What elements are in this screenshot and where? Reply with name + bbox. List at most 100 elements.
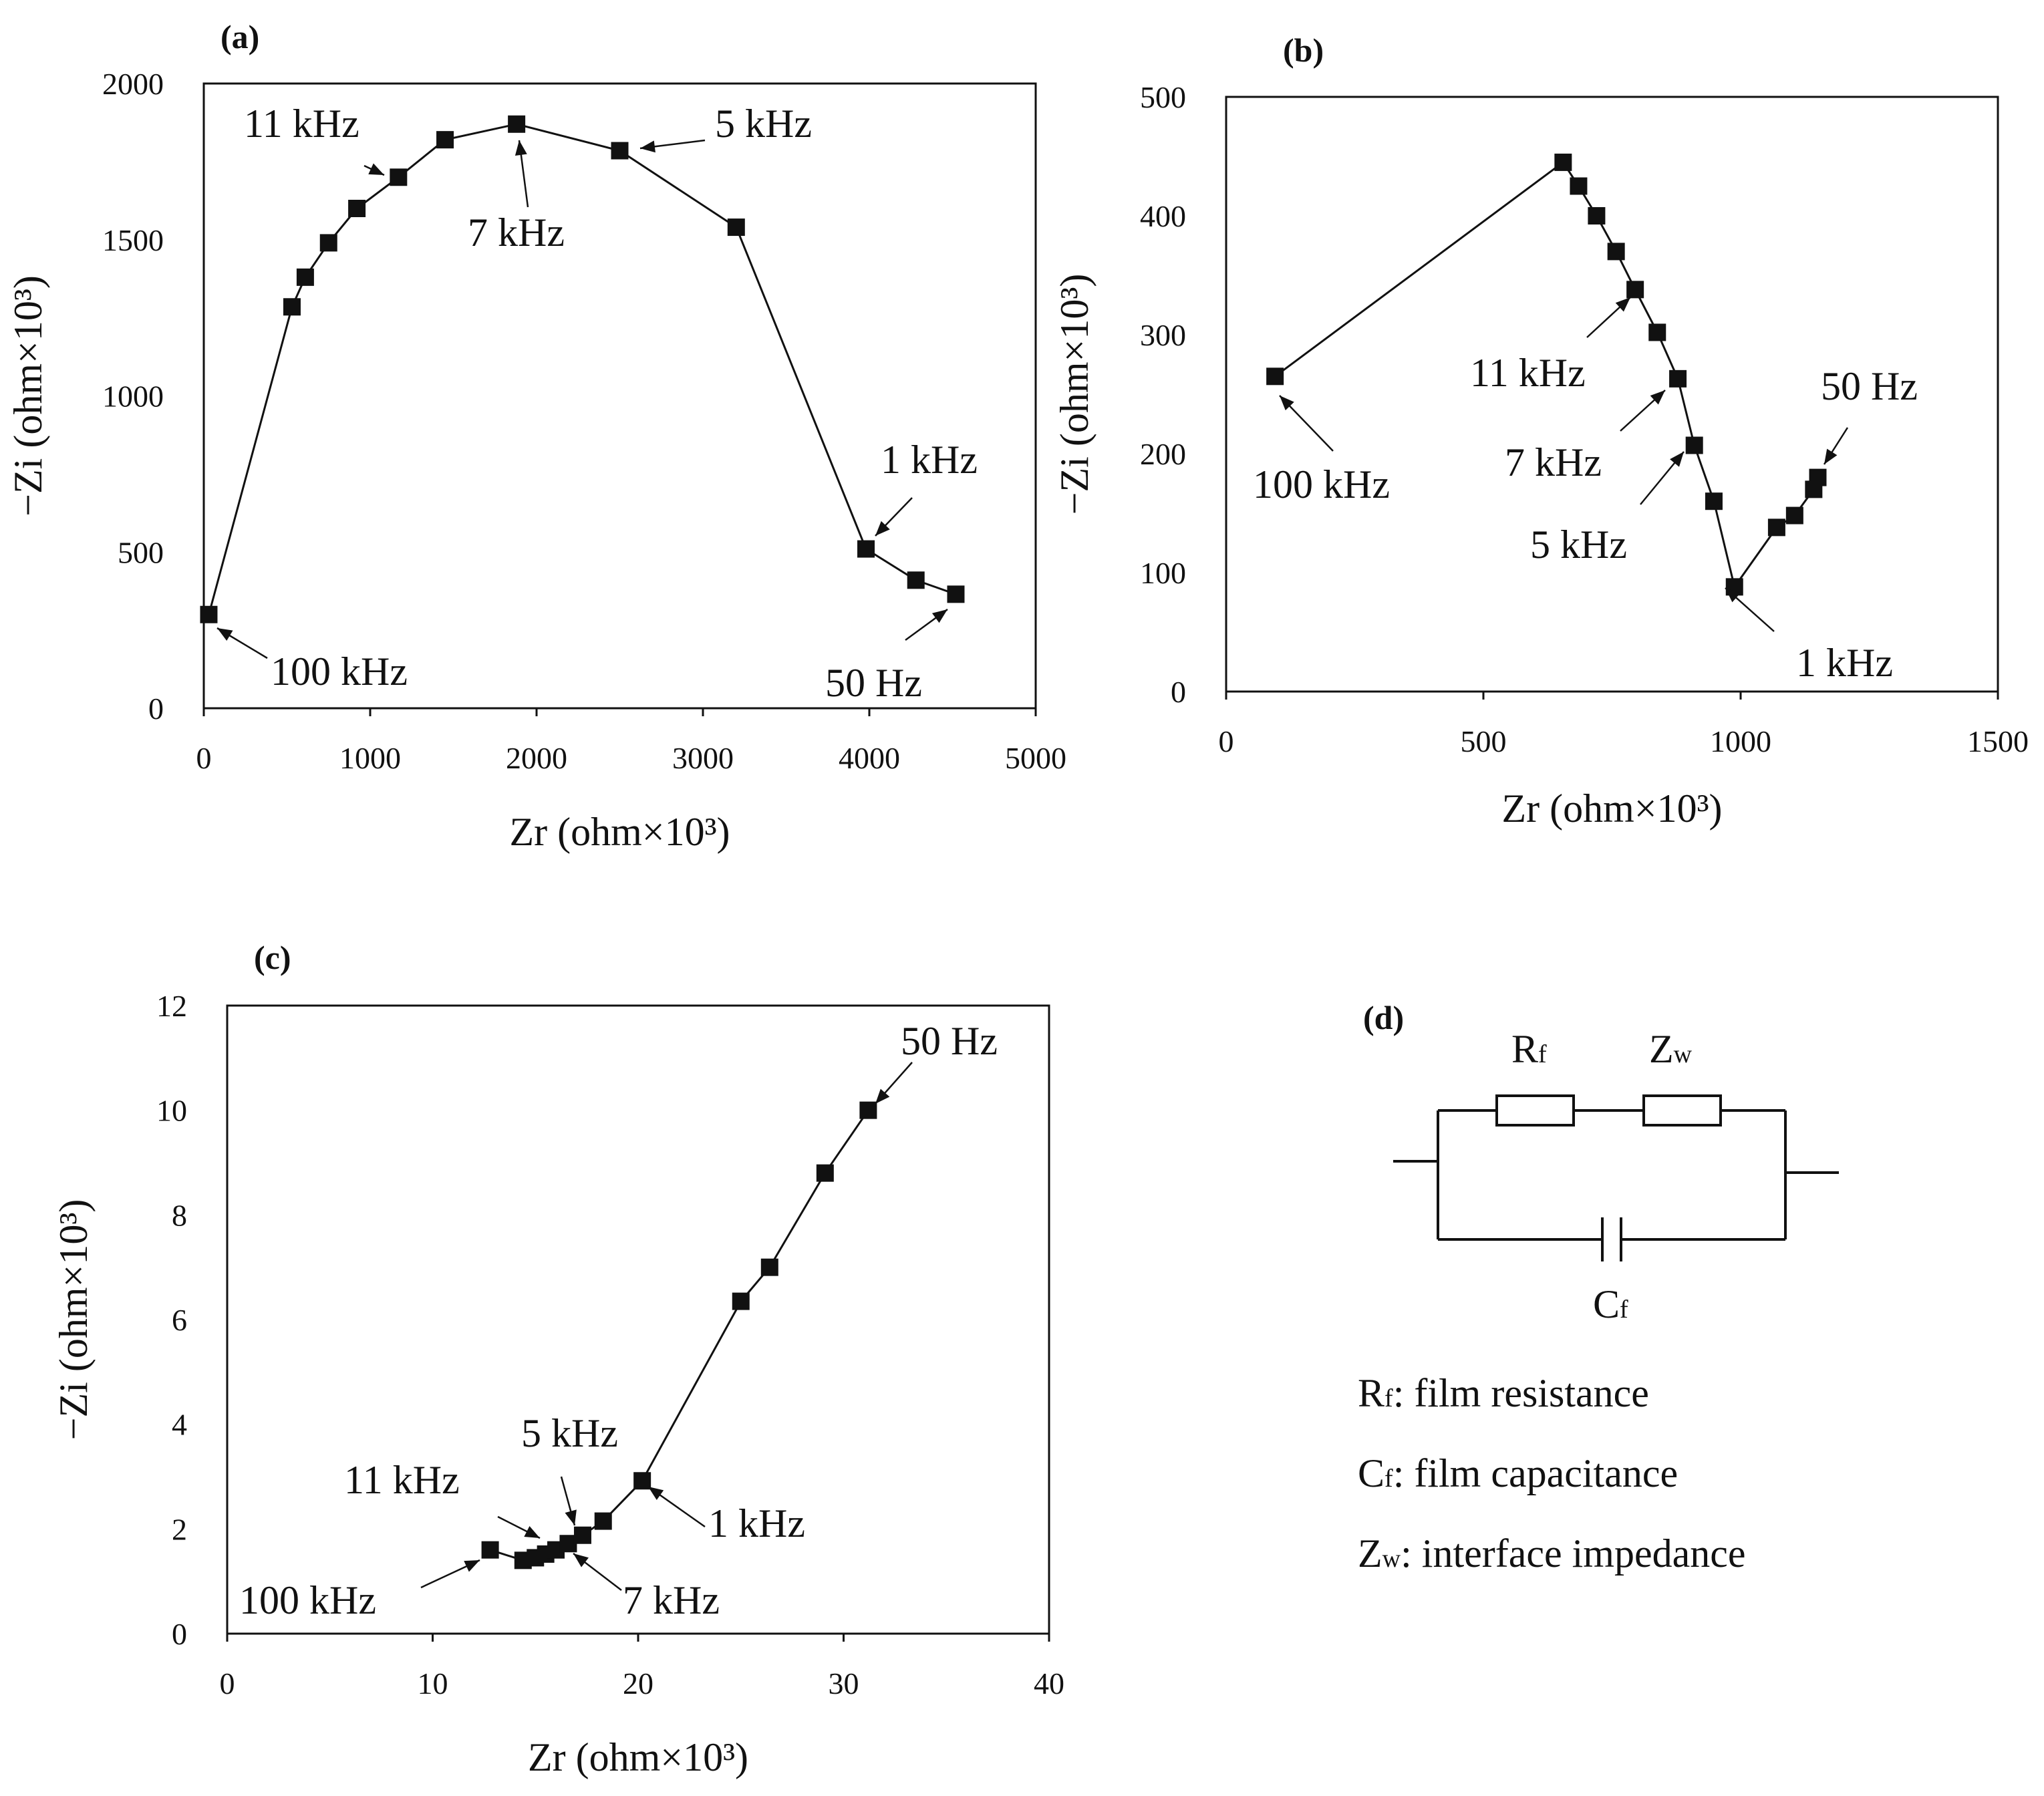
data-point <box>348 200 366 217</box>
data-point <box>1588 207 1606 224</box>
frequency-annotation: 5 kHz <box>715 102 812 146</box>
data-point <box>1705 492 1723 510</box>
data-point <box>732 1292 750 1310</box>
data-point <box>1648 323 1666 341</box>
frequency-annotation-arrowhead <box>573 1553 589 1567</box>
panel-label-a: (a) <box>221 18 259 55</box>
x-tick-label: 40 <box>1034 1666 1064 1700</box>
y-tick-label: 4 <box>172 1408 187 1442</box>
data-point <box>508 115 526 133</box>
panel-label-b: (b) <box>1283 31 1324 69</box>
y-tick-label: 10 <box>156 1094 187 1128</box>
data-point <box>1785 506 1803 525</box>
frequency-annotation: 11 kHz <box>244 102 359 146</box>
chart-a: (a) 0 1000 2000 3000 4000 5000 0 500 1000 1500 2000… <box>6 18 1066 854</box>
frequency-annotation: 11 kHz <box>344 1458 460 1502</box>
chart-c: (c) 0 10 20 30 40 0 2 4 6 8 10 12 Zr (ohm×10³) −Zi (oh… <box>51 939 1064 1779</box>
data-point <box>1626 281 1644 299</box>
data-point <box>283 298 301 316</box>
plot-frame-c <box>226 1004 1050 1635</box>
y-tick-label: 1000 <box>102 380 164 414</box>
data-point <box>594 1512 612 1530</box>
x-tick-label: 0 <box>220 1666 235 1700</box>
label-cf: Cf <box>1593 1282 1628 1326</box>
x-tick-label: 1000 <box>1710 724 1771 758</box>
data-point <box>816 1164 834 1182</box>
y-tick-label: 500 <box>118 535 164 569</box>
frequency-annotation-arrowhead <box>464 1560 480 1572</box>
frequency-annotation-arrowhead <box>875 520 890 536</box>
frequency-annotation-arrowhead <box>1615 297 1630 312</box>
legend-zw: Zw: interface impedance <box>1358 1531 1745 1576</box>
frequency-annotation: 100 kHz <box>1253 462 1390 506</box>
y-tick-label: 1500 <box>102 223 164 257</box>
data-point <box>319 234 337 252</box>
frequency-annotation: 1 kHz <box>1796 641 1893 685</box>
frequency-annotation: 7 kHz <box>623 1578 720 1622</box>
x-tick-label: 0 <box>196 741 212 775</box>
data-point <box>200 605 218 623</box>
x-axis-label-a: Zr (ohm×10³) <box>509 810 730 854</box>
y-tick-label: 500 <box>1140 80 1186 114</box>
label-zw: Zw <box>1649 1027 1693 1071</box>
y-tick-label: 12 <box>156 989 187 1023</box>
data-point <box>1554 153 1572 171</box>
y-tick-label: 0 <box>148 692 164 726</box>
y-tick-label: 400 <box>1140 199 1186 233</box>
data-point <box>633 1472 651 1490</box>
frequency-annotation-arrowhead <box>1280 396 1294 411</box>
y-tick-label: 2000 <box>102 67 164 101</box>
data-point <box>436 131 454 149</box>
series-line-a <box>208 123 956 615</box>
data-point <box>481 1541 499 1559</box>
x-tick-label: 30 <box>829 1666 859 1700</box>
frequency-annotation-arrowhead <box>640 140 655 153</box>
panel-label-c: (c) <box>254 939 291 976</box>
series-line-c <box>490 1109 869 1561</box>
frequency-annotation: 50 Hz <box>825 661 922 705</box>
frequency-annotation-arrowhead <box>875 1088 890 1104</box>
data-point <box>727 218 745 237</box>
frequency-annotation-arrowhead <box>1824 448 1838 464</box>
y-tick-label: 6 <box>172 1303 187 1337</box>
label-rf: Rf <box>1511 1027 1547 1071</box>
data-point <box>573 1526 591 1544</box>
data-point <box>947 585 965 603</box>
y-tick-label: 300 <box>1140 318 1186 352</box>
data-point <box>859 1101 877 1119</box>
legend-cf: Cf: film capacitance <box>1358 1451 1678 1495</box>
y-axis-label-c: −Zi (ohm×10³) <box>51 1199 96 1441</box>
x-tick-label: 4000 <box>839 741 900 775</box>
x-tick-label: 500 <box>1461 724 1507 758</box>
frequency-annotation: 100 kHz <box>239 1578 376 1622</box>
data-point <box>1570 177 1588 195</box>
frequency-annotation-arrowhead <box>565 1509 577 1525</box>
frequency-annotation-arrowhead <box>217 628 233 641</box>
data-point <box>390 168 408 186</box>
circuit-diagram: (d) Rf Zw Cf Rf: film resistance Cf: fil… <box>1358 999 1839 1576</box>
data-point <box>1669 369 1687 388</box>
x-axis-label-b: Zr (ohm×10³) <box>1501 786 1722 831</box>
plot-frame-a <box>202 82 1037 710</box>
y-axis-label-b: −Zi (ohm×10³) <box>1052 274 1097 515</box>
y-tick-label: 0 <box>172 1617 187 1651</box>
frequency-annotation-arrowhead <box>368 163 384 175</box>
frequency-annotation: 1 kHz <box>881 438 978 482</box>
y-tick-label: 200 <box>1140 437 1186 471</box>
chart-b: (b) 0 500 1000 1500 0 100 200 300 400 500 Zr (ohm×1… <box>1052 31 2029 831</box>
frequency-annotation: 7 kHz <box>468 210 565 255</box>
x-tick-label: 10 <box>418 1666 448 1700</box>
data-point <box>611 142 629 160</box>
x-axis-label-c: Zr (ohm×10³) <box>528 1735 748 1779</box>
frequency-annotation-arrowhead <box>524 1526 540 1538</box>
frequency-annotation: 1 kHz <box>708 1501 805 1545</box>
frequency-annotation: 100 kHz <box>271 649 408 694</box>
data-point <box>1685 436 1703 454</box>
y-tick-label: 8 <box>172 1198 187 1232</box>
frequency-annotation-arrowhead <box>931 609 947 623</box>
frequency-annotation: 11 kHz <box>1470 351 1586 395</box>
frequency-annotation: 5 kHz <box>521 1411 618 1455</box>
x-tick-label: 3000 <box>672 741 734 775</box>
data-point <box>907 571 925 589</box>
